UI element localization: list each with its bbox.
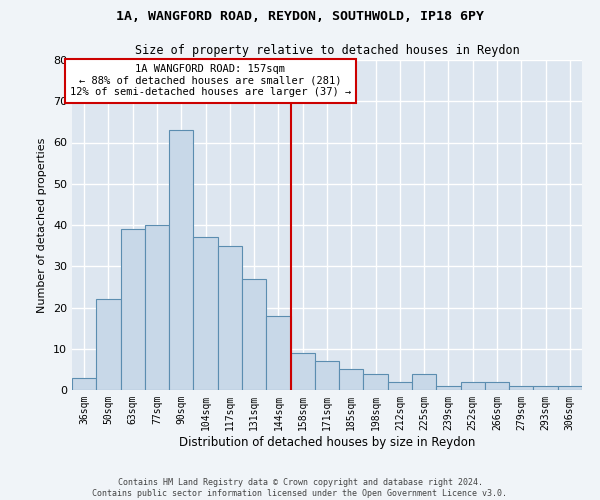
Bar <box>242 278 266 390</box>
Title: Size of property relative to detached houses in Reydon: Size of property relative to detached ho… <box>134 44 520 58</box>
Bar <box>339 370 364 390</box>
Bar <box>218 246 242 390</box>
Bar <box>121 229 145 390</box>
Bar <box>290 353 315 390</box>
Bar <box>169 130 193 390</box>
X-axis label: Distribution of detached houses by size in Reydon: Distribution of detached houses by size … <box>179 436 475 448</box>
Text: 1A, WANGFORD ROAD, REYDON, SOUTHWOLD, IP18 6PY: 1A, WANGFORD ROAD, REYDON, SOUTHWOLD, IP… <box>116 10 484 23</box>
Bar <box>533 386 558 390</box>
Bar <box>461 382 485 390</box>
Bar <box>193 238 218 390</box>
Bar <box>266 316 290 390</box>
Bar <box>558 386 582 390</box>
Text: Contains HM Land Registry data © Crown copyright and database right 2024.
Contai: Contains HM Land Registry data © Crown c… <box>92 478 508 498</box>
Bar <box>364 374 388 390</box>
Bar <box>388 382 412 390</box>
Bar <box>315 361 339 390</box>
Bar <box>436 386 461 390</box>
Bar <box>72 378 96 390</box>
Bar <box>485 382 509 390</box>
Bar <box>412 374 436 390</box>
Text: 1A WANGFORD ROAD: 157sqm
← 88% of detached houses are smaller (281)
12% of semi-: 1A WANGFORD ROAD: 157sqm ← 88% of detach… <box>70 64 351 98</box>
Y-axis label: Number of detached properties: Number of detached properties <box>37 138 47 312</box>
Bar <box>96 299 121 390</box>
Bar <box>509 386 533 390</box>
Bar <box>145 225 169 390</box>
